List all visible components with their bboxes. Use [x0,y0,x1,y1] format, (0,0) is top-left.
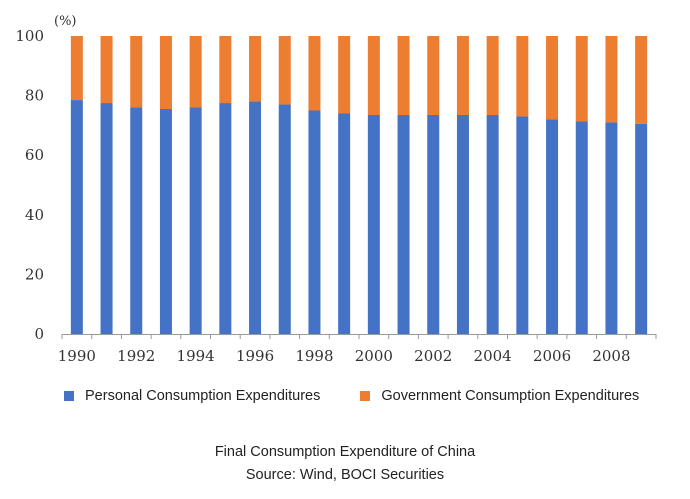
x-tick-label: 2008 [592,347,630,365]
bar-government-2007 [575,36,588,122]
bar-government-1991 [100,36,113,104]
y-tick-label: 40 [25,206,44,224]
x-tick-label: 2006 [533,347,571,365]
bar-government-2002 [427,36,440,115]
bar-government-1990 [70,36,83,101]
bar-personal-2005 [516,116,529,335]
bar-government-2001 [397,36,410,115]
x-tick-label: 2002 [414,347,452,365]
bar-government-1996 [249,36,262,102]
bar-government-2008 [605,36,618,123]
bar-government-1994 [189,36,202,108]
x-tick-label: 1994 [177,347,215,365]
bar-personal-1994 [189,107,202,335]
bar-government-2005 [516,36,529,117]
bar-personal-1993 [159,109,172,334]
bar-personal-2000 [367,114,380,334]
chart-caption-source: Source: Wind, BOCI Securities [245,467,445,483]
y-axis-ticks: 0 20 40 60 80 100 [15,27,44,343]
bar-government-1993 [159,36,172,110]
x-tick-label: 2000 [355,347,393,365]
x-tick-label: 1998 [295,347,333,365]
x-axis-ticks: 1990 1992 1994 1996 1998 2000 2002 2004 2006 2008 [58,334,657,365]
bar-group [70,36,648,335]
bar-government-1995 [219,36,232,104]
legend-swatch-government [360,391,371,401]
bar-personal-1991 [100,103,113,334]
bar-personal-2007 [575,121,588,334]
y-tick-label: 0 [34,325,44,343]
bar-government-2009 [635,36,648,124]
x-tick-label: 1990 [58,347,96,365]
legend-item-government: Government Consumption Expenditures [360,388,639,404]
bar-government-2003 [456,36,469,115]
bar-government-2006 [546,36,559,120]
bar-personal-2006 [546,119,559,334]
x-tick-label: 1996 [236,347,274,365]
bar-government-1997 [278,36,291,105]
bar-government-1998 [308,36,321,111]
bar-personal-2009 [635,123,648,334]
bar-personal-1995 [219,103,232,334]
chart-caption-title: Final Consumption Expenditure of China [214,444,476,460]
legend-label-personal: Personal Consumption Expenditures [85,388,321,404]
bar-personal-2003 [456,114,469,334]
bar-personal-1997 [278,104,291,334]
bar-personal-1996 [249,101,262,334]
bar-personal-1992 [130,107,143,335]
legend-swatch-personal [64,391,74,401]
x-tick-label: 2004 [474,347,512,365]
y-tick-label: 100 [15,27,44,45]
bar-personal-2008 [605,122,618,334]
y-tick-label: 20 [25,265,44,283]
bar-personal-2002 [427,114,440,334]
bar-government-2004 [486,36,499,115]
bar-government-2000 [367,36,380,115]
bar-personal-2001 [397,114,410,334]
legend-label-government: Government Consumption Expenditures [381,388,640,404]
bar-personal-2004 [486,114,499,334]
bar-personal-1990 [70,100,83,334]
stacked-bar-chart: (%) 0 20 40 60 80 100 1990 1992 1994 1996 1998 200… [15,14,657,365]
bar-personal-1999 [338,113,351,334]
x-tick-label: 1992 [117,347,155,365]
y-tick-label: 60 [25,146,44,164]
y-axis-unit-label: (%) [54,14,77,29]
bar-personal-1998 [308,110,321,334]
y-tick-label: 80 [25,87,44,105]
bar-government-1999 [338,36,351,114]
legend: Personal Consumption Expenditures Govern… [64,388,639,404]
bar-government-1992 [130,36,143,108]
legend-item-personal: Personal Consumption Expenditures [64,388,320,404]
